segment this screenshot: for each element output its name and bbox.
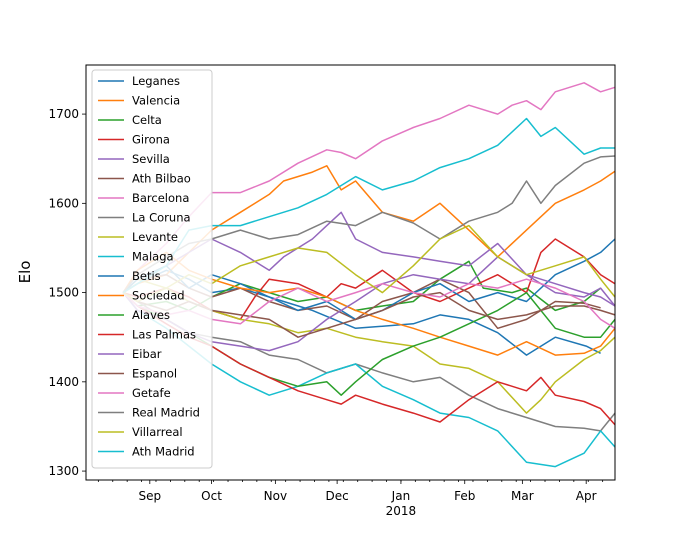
x-tick-label: Sep: [138, 489, 161, 503]
legend-entry: Valencia: [132, 94, 180, 108]
y-tick-label: 1400: [48, 375, 79, 389]
legend-entry: Celta: [132, 113, 162, 127]
legend-entry: Sociedad: [132, 289, 185, 303]
legend-entry: Las Palmas: [132, 328, 196, 342]
x-year-label: 2018: [386, 504, 417, 518]
legend-entry: Villarreal: [132, 425, 183, 439]
legend-entry: Leganes: [132, 74, 180, 88]
legend-entry: Ath Bilbao: [132, 172, 191, 186]
y-tick-label: 1700: [48, 107, 79, 121]
legend-entry: La Coruna: [132, 211, 191, 225]
y-axis-label: Elo: [16, 261, 34, 284]
legend-entry: Barcelona: [132, 191, 189, 205]
legend-entry: Getafe: [132, 386, 171, 400]
plot-frame: [85, 64, 616, 481]
legend-entry: Girona: [132, 133, 170, 147]
x-tick-label: Mar: [511, 489, 534, 503]
y-tick-label: 1600: [48, 196, 79, 210]
legend-entry: Eibar: [132, 347, 162, 361]
legend-entry: Alaves: [132, 308, 170, 322]
legend-entry: Real Madrid: [132, 406, 200, 420]
legend-entry: Espanol: [132, 367, 177, 381]
y-axis: 1300 1400 1500 1600 1700: [48, 107, 86, 478]
y-tick-label: 1500: [48, 286, 79, 300]
legend-entry: Malaga: [132, 250, 174, 264]
x-tick-label: Feb: [454, 489, 475, 503]
legend-entry: Levante: [132, 230, 178, 244]
legend-entry: Sevilla: [132, 152, 170, 166]
legend-box: [91, 69, 213, 469]
legend-entry: Ath Madrid: [132, 445, 195, 459]
x-tick-label: Dec: [326, 489, 349, 503]
x-tick-label: Apr: [576, 489, 597, 503]
legend-entry: Betis: [132, 269, 161, 283]
x-tick-label: Oct: [201, 489, 222, 503]
x-tick-label: Nov: [264, 489, 287, 503]
legend: Leganes Valencia Celta Girona Sevilla Ath Bil…: [91, 69, 213, 469]
y-tick-label: 1300: [48, 464, 79, 478]
x-tick-label: Jan: [391, 489, 411, 503]
